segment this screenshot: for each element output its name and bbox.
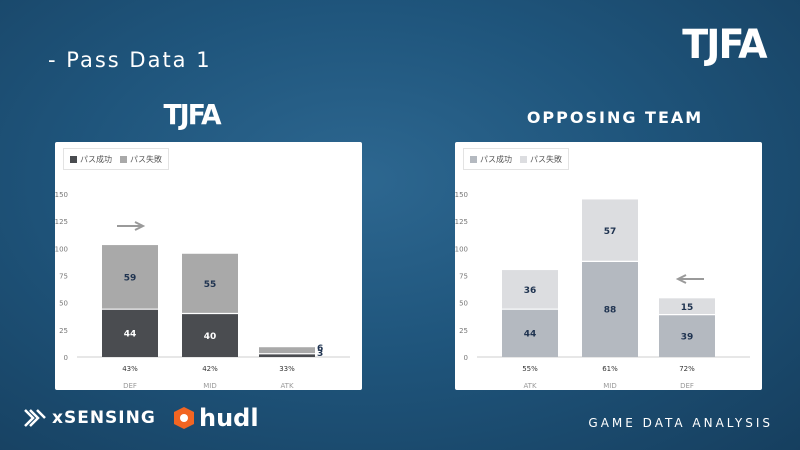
data-label-success: 3 [317, 349, 323, 359]
y-tick-label: 100 [55, 245, 68, 253]
chart-panel-opposing: パス成功 パス失敗 0 25 50 75 100 125 150 44 36 55% ATK 88 57… [455, 142, 762, 390]
bar-fail [659, 298, 715, 315]
tjfa-logo: TJFA [682, 22, 767, 68]
category-label: MID [603, 382, 617, 390]
bar-fail [182, 253, 238, 314]
data-label-fail: 57 [604, 227, 617, 237]
data-label-fail: 6 [317, 344, 323, 354]
hudl-mark-icon [174, 407, 194, 429]
slide-title: - Pass Data 1 [48, 48, 212, 72]
hudl-logo: hudl [172, 404, 259, 432]
stacked-bar-chart-tjfa: 0 25 50 75 100 125 150 44 59 43% DEF 40 55 42% MID 36 33… [55, 191, 350, 390]
data-label-success: 39 [681, 332, 694, 342]
percent-label: 42% [202, 365, 218, 373]
xsensing-mark-icon [24, 409, 46, 427]
data-label-fail: 36 [524, 286, 537, 296]
y-tick-label: 150 [455, 191, 468, 199]
legend-swatch-success [70, 155, 77, 163]
y-tick-label: 25 [59, 327, 68, 335]
chart-legend: パス成功 パス失敗 [463, 148, 569, 170]
category-label: ATK [523, 382, 537, 390]
y-tick-label: 125 [55, 218, 68, 226]
y-tick-label: 75 [59, 273, 68, 281]
percent-label: 72% [679, 365, 695, 373]
legend-label-success: パス成功 [80, 154, 112, 164]
y-tick-label: 0 [464, 354, 468, 362]
xsensing-wordmark: xSENSING [52, 408, 156, 428]
y-tick-label: 0 [64, 354, 68, 362]
bar-fail [102, 245, 158, 310]
bar-success [259, 353, 315, 357]
bar-success [659, 314, 715, 357]
y-tick-label: 25 [459, 327, 468, 335]
percent-label: 61% [602, 365, 618, 373]
data-label-success: 40 [204, 332, 217, 342]
arrow-left-icon [675, 274, 704, 284]
percent-label: 43% [122, 365, 138, 373]
legend-item-fail: パス失敗 [120, 154, 162, 165]
y-tick-label: 125 [455, 218, 468, 226]
chart-legend: パス成功 パス失敗 [63, 148, 169, 170]
bar-success [102, 309, 158, 357]
hudl-wordmark: hudl [199, 404, 259, 432]
legend-swatch-success [470, 155, 477, 163]
bar-success [182, 313, 238, 357]
legend-label-fail: パス失敗 [530, 154, 562, 164]
legend-item-success: パス成功 [470, 154, 512, 165]
legend-item-fail: パス失敗 [520, 154, 562, 165]
data-label-success: 44 [524, 330, 537, 340]
footer-caption: GAME DATA ANALYSIS [588, 416, 773, 430]
bar-fail [502, 270, 558, 310]
legend-item-success: パス成功 [70, 154, 112, 165]
y-tick-label: 75 [459, 273, 468, 281]
y-tick-label: 50 [459, 300, 468, 308]
data-label-success: 88 [604, 306, 617, 316]
team-logo-tjfa: TJFA [163, 98, 221, 131]
bar-fail [582, 199, 638, 262]
category-label: DEF [680, 382, 694, 390]
legend-label-success: パス成功 [480, 154, 512, 164]
data-label-fail: 15 [681, 303, 694, 313]
opposing-team-heading: OPPOSING TEAM [526, 108, 704, 127]
legend-swatch-fail [520, 155, 527, 163]
category-label: ATK [280, 382, 294, 390]
chart-panel-tjfa: パス成功 パス失敗 0 25 50 75 100 125 150 44 59 43% DEF 40 55… [55, 142, 362, 390]
data-label-success: 44 [124, 330, 137, 340]
category-label: DEF [123, 382, 137, 390]
legend-swatch-fail [120, 155, 127, 163]
percent-label: 55% [522, 365, 538, 373]
y-tick-label: 150 [55, 191, 68, 199]
bar-success [582, 261, 638, 357]
percent-label: 33% [279, 365, 295, 373]
arrow-right-icon [117, 221, 146, 231]
y-tick-label: 50 [59, 300, 68, 308]
bar-success [502, 309, 558, 357]
xsensing-logo: xSENSING [24, 408, 156, 428]
bar-fail [259, 347, 315, 354]
legend-label-fail: パス失敗 [130, 154, 162, 164]
stacked-bar-chart-opposing: 0 25 50 75 100 125 150 44 36 55% ATK 88 57 61% MID 39 15… [455, 191, 750, 390]
data-label-fail: 59 [124, 274, 137, 284]
data-label-fail: 55 [204, 280, 217, 290]
category-label: MID [203, 382, 217, 390]
y-tick-label: 100 [455, 245, 468, 253]
